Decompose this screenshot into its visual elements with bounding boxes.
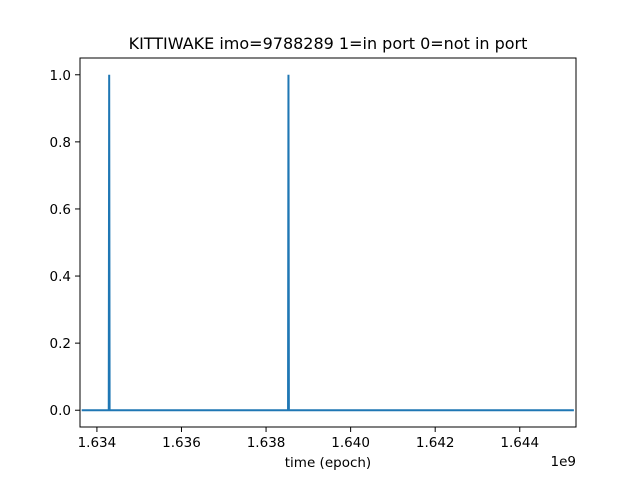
x-axis-label: time (epoch) — [285, 455, 371, 471]
y-tick-label: 0.4 — [50, 269, 71, 285]
y-tick-label: 1.0 — [50, 68, 71, 84]
x-tick-label: 1.638 — [247, 435, 286, 451]
series-line — [81, 74, 574, 412]
plot-series — [81, 74, 574, 412]
y-axis: 0.0 0.2 0.4 0.6 0.8 1.0 — [50, 68, 80, 419]
plot-frame — [79, 57, 577, 428]
x-tick-label: 1.640 — [331, 435, 370, 451]
x-axis: 1.634 1.636 1.638 1.640 1.642 1.644 — [78, 427, 539, 451]
x-tick-label: 1.634 — [78, 435, 117, 451]
x-tick-label: 1.642 — [416, 435, 455, 451]
x-axis-offset-label: 1e9 — [551, 454, 576, 470]
y-tick-label: 0.6 — [50, 202, 71, 218]
chart-title: KITTIWAKE imo=9788289 1=in port 0=not in… — [129, 34, 528, 53]
x-tick-label: 1.644 — [500, 435, 539, 451]
y-tick-label: 0.0 — [50, 403, 71, 419]
y-tick-label: 0.8 — [50, 135, 71, 151]
y-tick-label: 0.2 — [50, 336, 71, 352]
x-tick-label: 1.636 — [162, 435, 201, 451]
